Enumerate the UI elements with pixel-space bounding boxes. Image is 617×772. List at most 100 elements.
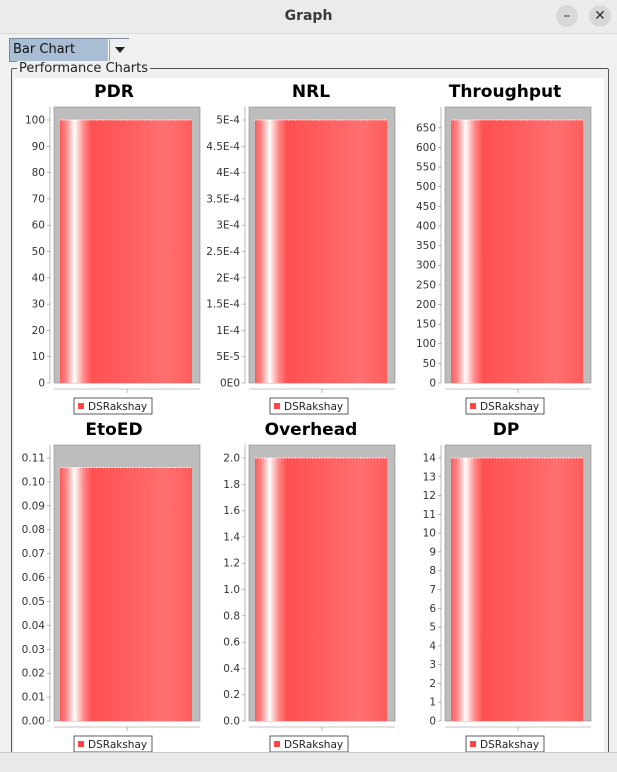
y-tick-label: 0E0: [220, 378, 240, 390]
minimize-button[interactable]: –: [556, 5, 578, 27]
y-tick-label: 600: [416, 142, 436, 154]
y-tick-label: 9: [429, 546, 436, 558]
y-tick-label: 1: [429, 697, 436, 709]
y-tick-label: 1E-4: [216, 325, 240, 337]
legend-label: DSRakshay: [88, 739, 147, 751]
window-title: Graph: [284, 8, 333, 24]
chart-throughput: Throughput 0 50 100 150 200 250 300 350 400 450 500…: [416, 82, 592, 415]
legend-swatch: [470, 403, 476, 409]
y-tick-label: 0: [38, 378, 45, 390]
y-tick-label: 5E-4: [216, 115, 240, 127]
y-tick-label: 20: [32, 325, 45, 337]
y-tick-label: 0.09: [22, 500, 45, 512]
y-tick-label: 350: [416, 240, 436, 252]
y-tick-label: 90: [32, 141, 45, 153]
chart-etoed: EtoED 0.00 0.01 0.02 0.03 0.04 0.05 0.06 0.07 0.0…: [22, 420, 201, 753]
y-tick-label: 5: [429, 622, 436, 634]
bar-dsrakshay: [60, 467, 192, 721]
y-tick-label: 0.2: [223, 689, 240, 701]
chart-title: DP: [493, 420, 520, 440]
chart-overhead: Overhead 0.0 0.2 0.4 0.6 0.8 1.0 1.2 1.4 1.6 1.8 2.…: [223, 420, 396, 753]
y-tick-label: 2: [429, 678, 436, 690]
chart-type-dropdown[interactable]: Bar Chart: [9, 38, 129, 62]
y-tick-label: 550: [416, 162, 436, 174]
y-tick-label: 12: [423, 490, 436, 502]
bar-dsrakshay: [255, 458, 387, 721]
y-tick-label: 0.11: [22, 453, 45, 465]
y-tick-label: 3E-4: [216, 220, 240, 232]
y-tick-label: 250: [416, 279, 436, 291]
y-tick-label: 40: [32, 272, 45, 284]
y-tick-label: 0.04: [22, 620, 46, 632]
legend-label: DSRakshay: [88, 401, 147, 413]
legend-swatch: [274, 403, 280, 409]
chart-title: Overhead: [265, 420, 358, 440]
y-tick-label: 2.0: [223, 453, 240, 465]
legend-label: DSRakshay: [480, 739, 539, 751]
y-tick-label: 2.5E-4: [206, 246, 240, 258]
y-tick-label: 0.8: [223, 610, 240, 622]
y-tick-label: 4E-4: [216, 167, 240, 179]
y-tick-label: 0.0: [223, 716, 240, 728]
y-tick-label: 8: [429, 565, 436, 577]
y-tick-label: 13: [423, 471, 436, 483]
chart-nrl: NRL 0E0 5E-5 1E-4 1.5E-4 2E-4 2.5E-4 3E-4 3.5E-4…: [206, 82, 396, 415]
legend-box: [465, 397, 545, 415]
y-tick-label: 0.02: [22, 668, 45, 680]
y-tick-label: 500: [416, 181, 436, 193]
y-tick-label: 450: [416, 201, 436, 213]
y-tick-label: 1.0: [223, 584, 240, 596]
chart-pdr: PDR 0 10 20 30 40 50 60 70 80 90 100 DSRakshay: [25, 82, 201, 415]
y-tick-label: 1.8: [223, 479, 240, 491]
legend-label: DSRakshay: [480, 401, 539, 413]
y-tick-label: 30: [32, 299, 45, 311]
y-tick-label: 0.03: [22, 644, 45, 656]
chart-title: NRL: [292, 82, 330, 102]
y-tick-label: 70: [32, 193, 45, 205]
chart-type-selected: Bar Chart: [10, 39, 108, 61]
y-tick-label: 50: [32, 246, 45, 258]
close-button[interactable]: ✕: [589, 5, 611, 27]
legend-box: [269, 397, 349, 415]
y-tick-label: 3.5E-4: [206, 193, 240, 205]
y-tick-label: 7: [429, 584, 436, 596]
y-tick-label: 4.5E-4: [206, 141, 240, 153]
y-tick-label: 5E-5: [216, 351, 240, 363]
y-tick-label: 200: [416, 299, 436, 311]
y-tick-label: 0: [429, 716, 436, 728]
y-tick-label: 0.10: [22, 476, 45, 488]
legend-swatch: [78, 741, 84, 747]
legend-swatch: [470, 741, 476, 747]
y-tick-label: 150: [416, 319, 436, 331]
y-tick-label: 0.07: [22, 548, 45, 560]
y-tick-label: 400: [416, 220, 436, 232]
y-tick-label: 4: [429, 640, 436, 652]
y-tick-label: 0.08: [22, 524, 45, 536]
legend-label: DSRakshay: [284, 739, 343, 751]
bar-dsrakshay: [255, 120, 387, 383]
y-tick-label: 1.5E-4: [206, 299, 240, 311]
y-tick-label: 1.4: [223, 531, 240, 543]
chevron-down-icon[interactable]: [109, 39, 129, 61]
y-tick-label: 0.01: [22, 692, 45, 704]
legend-swatch: [274, 741, 280, 747]
bar-dsrakshay: [451, 458, 583, 721]
bar-dsrakshay: [451, 120, 583, 383]
y-tick-label: 0.05: [22, 596, 45, 608]
y-tick-label: 10: [423, 528, 436, 540]
y-tick-label: 3: [429, 659, 436, 671]
bottom-scrollbar[interactable]: [0, 752, 617, 772]
y-tick-label: 1.6: [223, 505, 240, 517]
legend-box: [73, 397, 153, 415]
y-tick-label: 11: [423, 509, 436, 521]
y-tick-label: 1.2: [223, 558, 240, 570]
window-titlebar: Graph – ✕: [0, 0, 617, 34]
y-tick-label: 0.4: [223, 663, 240, 675]
bar-dsrakshay: [60, 120, 192, 383]
y-tick-label: 14: [423, 453, 437, 465]
y-tick-label: 100: [416, 338, 436, 350]
chart-title: EtoED: [85, 420, 142, 440]
y-tick-label: 650: [416, 122, 436, 134]
